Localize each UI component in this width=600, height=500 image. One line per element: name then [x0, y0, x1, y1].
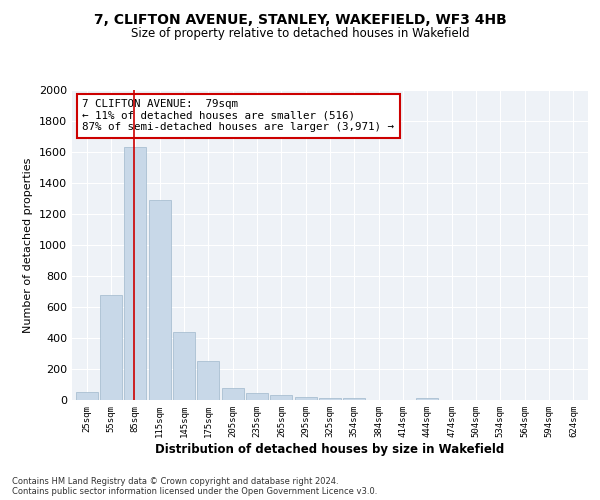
Text: Size of property relative to detached houses in Wakefield: Size of property relative to detached ho…	[131, 28, 469, 40]
Bar	[76, 392, 98, 400]
Bar	[319, 398, 341, 400]
Bar	[343, 398, 365, 400]
Bar	[221, 388, 244, 400]
Text: 7 CLIFTON AVENUE:  79sqm
← 11% of detached houses are smaller (516)
87% of semi-: 7 CLIFTON AVENUE: 79sqm ← 11% of detache…	[82, 100, 394, 132]
Bar	[197, 361, 219, 400]
Bar	[416, 398, 439, 400]
Bar	[124, 148, 146, 400]
Text: 7, CLIFTON AVENUE, STANLEY, WAKEFIELD, WF3 4HB: 7, CLIFTON AVENUE, STANLEY, WAKEFIELD, W…	[94, 12, 506, 26]
Text: Contains public sector information licensed under the Open Government Licence v3: Contains public sector information licen…	[12, 488, 377, 496]
Bar	[173, 332, 195, 400]
Bar	[271, 396, 292, 400]
Text: Distribution of detached houses by size in Wakefield: Distribution of detached houses by size …	[155, 442, 505, 456]
Y-axis label: Number of detached properties: Number of detached properties	[23, 158, 34, 332]
Bar	[246, 393, 268, 400]
Bar	[295, 397, 317, 400]
Bar	[149, 200, 170, 400]
Text: Contains HM Land Registry data © Crown copyright and database right 2024.: Contains HM Land Registry data © Crown c…	[12, 478, 338, 486]
Bar	[100, 294, 122, 400]
